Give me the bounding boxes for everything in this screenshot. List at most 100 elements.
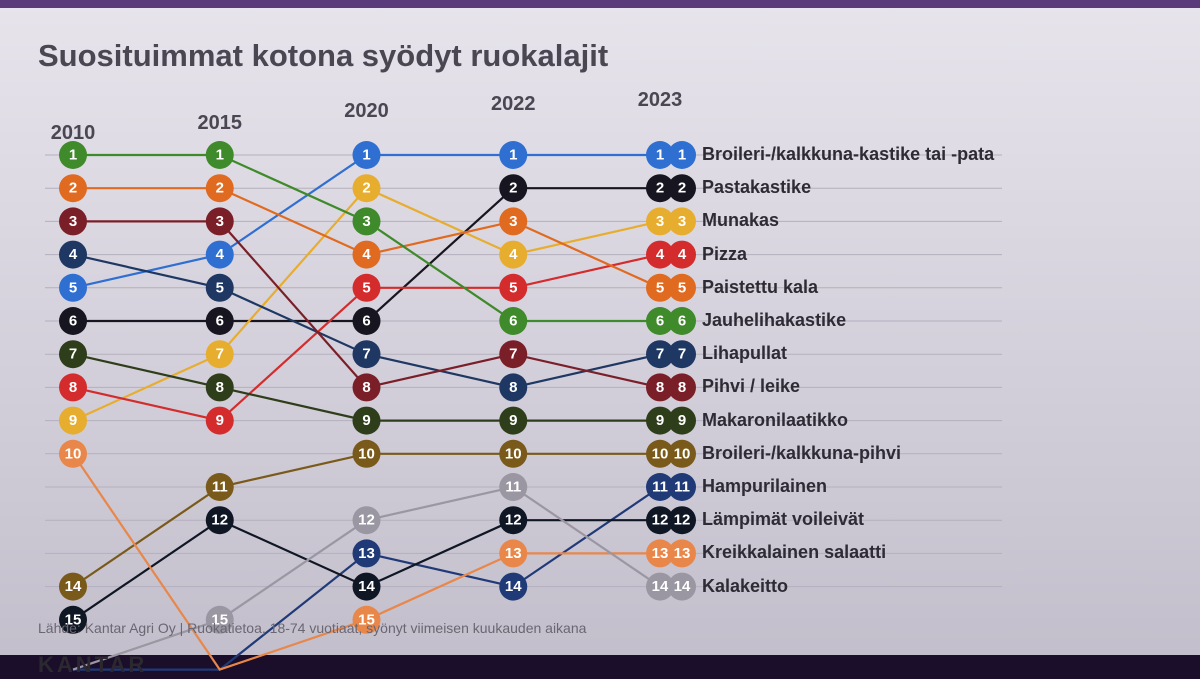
rank-node-label: 9 [216,412,224,429]
rank-node-label: 14 [652,578,669,595]
rank-node-label: 1 [69,147,77,164]
rank-node-label: 10 [65,445,82,462]
rank-node-label: 6 [216,313,224,330]
legend-label: Munakas [702,210,779,231]
rank-node-label: 2 [69,180,77,197]
rank-node: 4 [206,241,234,269]
rank-node-label: 12 [358,512,375,529]
rank-node-label: 1 [362,147,370,164]
legend-node: 11 [668,473,696,501]
rank-node-label: 9 [362,412,370,429]
rank-node: 9 [59,407,87,435]
rank-node: 5 [59,274,87,302]
rank-node-label: 3 [656,213,664,230]
rank-node: 7 [499,340,527,368]
rank-node-label: 5 [216,279,224,296]
rank-node-label: 3 [216,213,224,230]
rank-node: 4 [499,241,527,269]
legend-node: 7 [668,340,696,368]
rank-node: 13 [353,539,381,567]
rank-node-label: 14 [358,578,375,595]
rank-node-label: 2 [656,180,664,197]
legend-node: 6 [668,307,696,335]
rank-node: 12 [499,506,527,534]
rank-node-label: 13 [358,545,375,562]
legend-label: Pihvi / leike [702,376,800,397]
legend-label: Kalakeitto [702,576,788,597]
rank-node: 6 [206,307,234,335]
rank-node: 5 [206,274,234,302]
rank-node: 8 [353,373,381,401]
svg-text:4: 4 [678,246,687,263]
rank-node-label: 8 [69,379,77,396]
rank-node: 7 [206,340,234,368]
legend-label: Paistettu kala [702,277,818,298]
legend-node: 4 [668,241,696,269]
rank-node-label: 14 [505,578,522,595]
rank-node: 9 [499,407,527,435]
rank-node: 4 [59,241,87,269]
legend-label: Broileri-/kalkkuna-pihvi [702,443,901,464]
legend-node: 1 [668,141,696,169]
rank-node: 1 [353,141,381,169]
svg-text:6: 6 [678,313,686,330]
rank-node-label: 3 [69,213,77,230]
rank-node-label: 2 [509,180,517,197]
rank-node: 3 [59,207,87,235]
rank-node-label: 12 [652,512,669,529]
brand-logo: KANTAR [38,652,147,678]
legend-label: Jauhelihakastike [702,310,846,331]
rank-node-label: 6 [509,313,517,330]
rank-node: 14 [499,573,527,601]
rank-node-label: 8 [216,379,224,396]
rank-node: 2 [499,174,527,202]
rank-node: 6 [499,307,527,335]
rank-node: 11 [499,473,527,501]
rank-node-label: 10 [358,445,375,462]
rank-node-label: 7 [216,346,224,363]
source-text: Lähde: Kantar Agri Oy | Ruokatietoa, 18-… [38,620,586,636]
svg-text:7: 7 [678,346,686,363]
rank-node-label: 2 [216,180,224,197]
legend-node: 8 [668,373,696,401]
rank-node: 6 [353,307,381,335]
rank-node: 14 [59,573,87,601]
series-line [73,188,660,288]
legend-label: Kreikkalainen salaatti [702,542,886,563]
rank-node-label: 1 [656,147,664,164]
legend-label: Lihapullat [702,343,787,364]
rank-node-label: 1 [509,147,517,164]
bump-chart: 5411166622972438955422435113664578733878… [0,0,1200,679]
rank-node: 13 [499,539,527,567]
rank-node-label: 7 [69,346,77,363]
rank-node: 2 [206,174,234,202]
svg-text:13: 13 [674,545,691,562]
rank-node-label: 10 [505,445,522,462]
legend-node: 12 [668,506,696,534]
legend-label: Makaronilaatikko [702,410,848,431]
svg-text:10: 10 [674,445,691,462]
rank-node-label: 5 [509,279,517,296]
legend-node: 3 [668,207,696,235]
legend-label: Broileri-/kalkkuna-kastike tai -pata [702,144,994,165]
rank-node: 5 [353,274,381,302]
legend-node: 13 [668,539,696,567]
rank-node-label: 10 [652,445,669,462]
rank-node: 12 [206,506,234,534]
rank-node-label: 13 [652,545,669,562]
svg-text:3: 3 [678,213,686,230]
rank-node-label: 11 [652,479,668,496]
rank-node-label: 13 [505,545,522,562]
rank-node-label: 3 [362,213,370,230]
rank-node: 8 [59,373,87,401]
rank-node: 3 [353,207,381,235]
legend-node: 10 [668,440,696,468]
svg-text:14: 14 [674,578,691,595]
rank-node: 10 [353,440,381,468]
rank-node-label: 7 [656,346,664,363]
rank-node: 14 [353,573,381,601]
legend-label: Hampurilainen [702,476,827,497]
rank-node-label: 12 [505,512,522,529]
rank-node: 11 [206,473,234,501]
rank-node: 2 [353,174,381,202]
